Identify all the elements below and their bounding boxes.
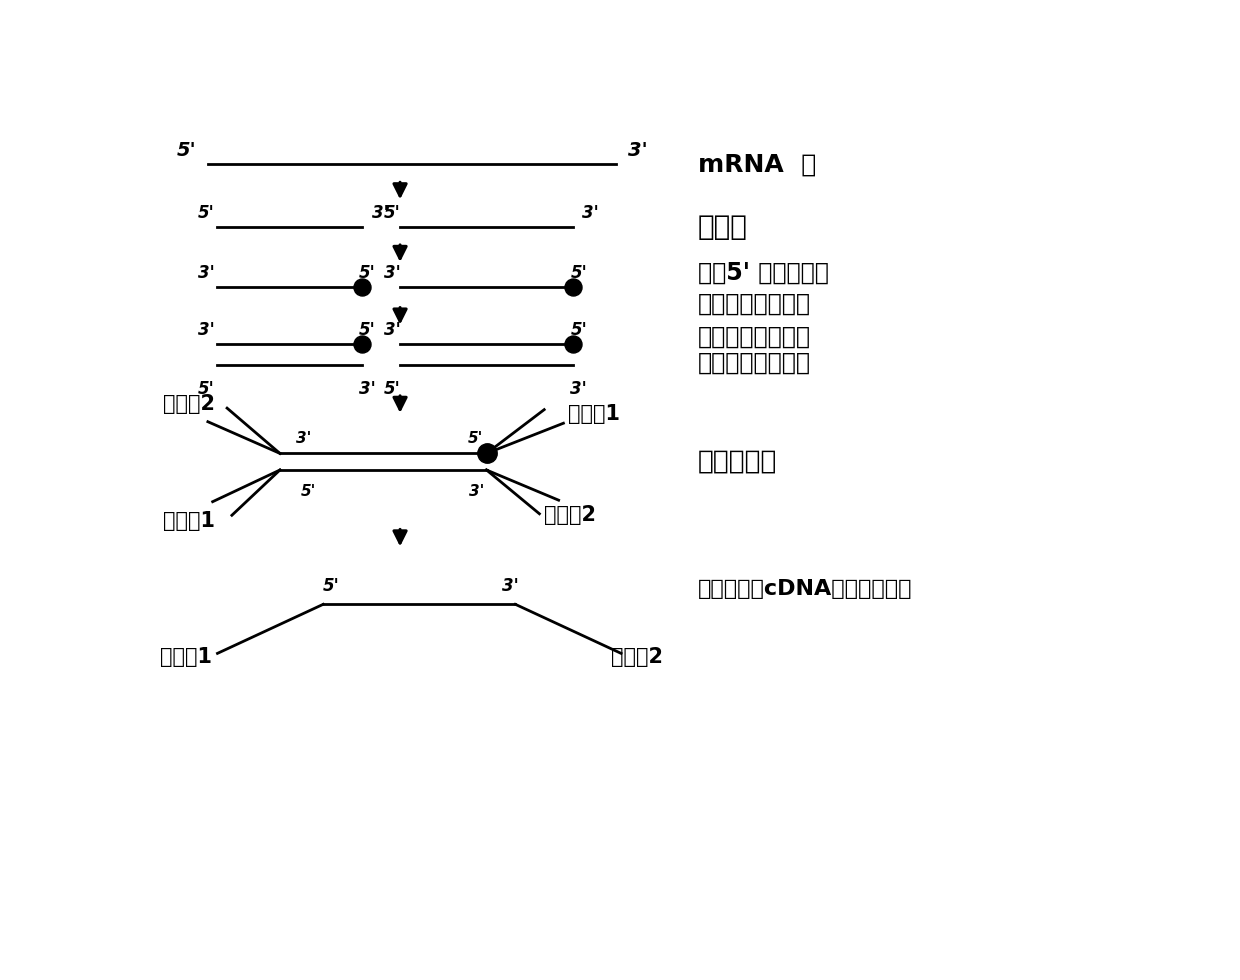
Text: 衍接子1: 衍接子1	[162, 512, 215, 531]
Text: 3': 3'	[627, 141, 647, 160]
Text: 5': 5'	[360, 264, 376, 282]
Text: 3': 3'	[296, 431, 311, 446]
Text: 3': 3'	[384, 320, 401, 339]
Text: 5': 5'	[384, 204, 401, 221]
Point	[563, 279, 583, 295]
Text: 3': 3'	[384, 264, 401, 282]
Text: 5': 5'	[384, 380, 401, 398]
Text: 使用5' 修饰的寺核: 使用5' 修饰的寺核	[698, 261, 828, 284]
Text: 5': 5'	[570, 264, 588, 282]
Text: 5': 5'	[301, 483, 316, 499]
Point	[563, 336, 583, 352]
Text: 3': 3'	[197, 320, 215, 339]
Text: 苷酸的第二链合成: 苷酸的第二链合成	[698, 351, 811, 374]
Text: 衍接子1: 衍接子1	[160, 647, 212, 667]
Text: 使用天然随机寺核: 使用天然随机寺核	[698, 324, 811, 349]
Text: 片段化: 片段化	[698, 213, 748, 241]
Text: 5': 5'	[360, 320, 376, 339]
Point	[352, 279, 372, 295]
Text: 衍接子2: 衍接子2	[162, 394, 215, 415]
Text: 衍接子2: 衍接子2	[544, 506, 596, 525]
Text: 3': 3'	[469, 483, 485, 499]
Text: 3': 3'	[372, 204, 389, 221]
Text: 5': 5'	[177, 141, 196, 160]
Text: 3': 3'	[582, 204, 599, 221]
Text: 苷酸的第一链合成: 苷酸的第一链合成	[698, 292, 811, 316]
Point	[352, 336, 372, 352]
Text: 5': 5'	[197, 380, 215, 398]
Text: 3': 3'	[502, 577, 520, 595]
Text: mRNA  链: mRNA 链	[698, 152, 816, 176]
Text: 3': 3'	[360, 380, 376, 398]
Text: 5': 5'	[467, 431, 482, 446]
Point	[476, 446, 496, 462]
Text: 衍接子连接: 衍接子连接	[698, 449, 777, 474]
Text: 5': 5'	[570, 320, 588, 339]
Text: 5': 5'	[322, 577, 340, 595]
Text: 仅使用第二cDNA链的测序文库: 仅使用第二cDNA链的测序文库	[698, 579, 913, 599]
Text: 5': 5'	[197, 204, 215, 221]
Text: 衍接子2: 衍接子2	[611, 647, 663, 667]
Text: 3': 3'	[570, 380, 588, 398]
Text: 衍接子1: 衍接子1	[568, 404, 620, 424]
Text: 3': 3'	[197, 264, 215, 282]
